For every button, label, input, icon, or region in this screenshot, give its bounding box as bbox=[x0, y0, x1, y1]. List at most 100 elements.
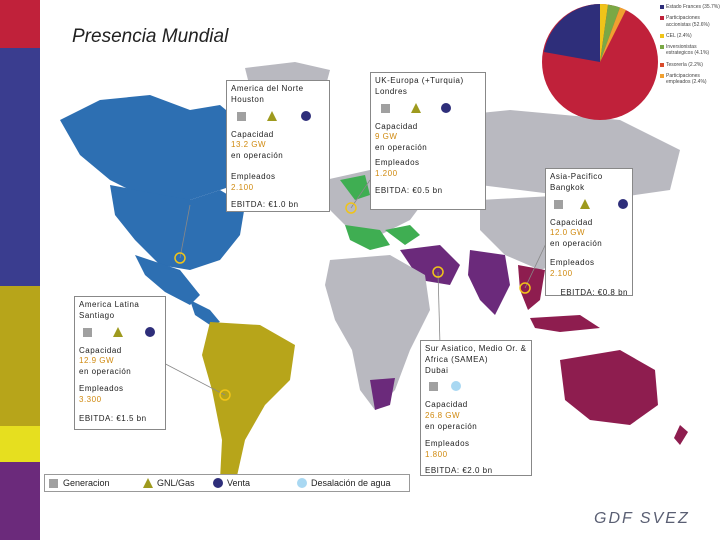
city-marker-dubai bbox=[432, 266, 444, 278]
gas-triangle-icon bbox=[113, 326, 123, 337]
legend-swatch bbox=[660, 62, 664, 67]
region-central-america bbox=[190, 300, 220, 325]
legend-swatch bbox=[660, 16, 664, 21]
generation-square-icon bbox=[381, 103, 390, 113]
activity-icons bbox=[79, 326, 161, 340]
employees-label: Empleados bbox=[550, 257, 595, 267]
city-name: Bangkok bbox=[550, 182, 585, 192]
sales-circle-icon bbox=[213, 478, 223, 488]
legend-gnl: GNL/Gas bbox=[157, 478, 195, 488]
region-australia bbox=[560, 350, 658, 425]
ebitda-value: EBITDA: €2.0 bn bbox=[425, 466, 493, 476]
pie-legend-label: CEL (2.4%) bbox=[666, 32, 692, 39]
region-name: America del Norte bbox=[231, 84, 304, 93]
activity-icons bbox=[375, 102, 481, 116]
generation-square-icon bbox=[83, 327, 92, 337]
ebitda-value: EBITDA: €0.5 bn bbox=[375, 185, 443, 195]
employees-label: Empleados bbox=[231, 171, 276, 181]
capacity-label: Capacidad bbox=[375, 121, 418, 131]
desalination-drop-icon bbox=[297, 478, 307, 488]
employees-value: 1.200 bbox=[375, 168, 398, 178]
capacity-value: 13.2 GW bbox=[231, 140, 267, 150]
gas-triangle-icon bbox=[580, 198, 590, 209]
employees-value: 2.100 bbox=[550, 268, 573, 278]
region-india bbox=[468, 250, 510, 315]
page-title: Presencia Mundial bbox=[72, 26, 229, 47]
employees-label: Empleados bbox=[425, 438, 470, 448]
capacity-label: Capacidad bbox=[425, 400, 468, 410]
sales-circle-icon bbox=[441, 102, 451, 113]
ebitda-value: EBITDA: €0.8 bn bbox=[560, 287, 628, 297]
capacity-value: 12.0 GW bbox=[550, 228, 586, 238]
capacity-label: Capacidad bbox=[79, 345, 122, 355]
region-south-america bbox=[202, 322, 295, 485]
city-name: Dubai bbox=[425, 365, 449, 375]
employees-label: Empleados bbox=[79, 383, 124, 393]
sidebar-red-segment bbox=[0, 0, 40, 48]
legend-swatch bbox=[660, 73, 664, 78]
city-marker-bangkok bbox=[519, 282, 531, 294]
region-new-zealand bbox=[674, 425, 688, 445]
shareholder-pie bbox=[542, 4, 658, 120]
sales-circle-icon bbox=[618, 198, 628, 209]
activity-icons bbox=[550, 198, 628, 212]
pie-slice-estrategicos bbox=[600, 4, 620, 63]
employees-value: 3.300 bbox=[79, 394, 102, 404]
pie-slice-estado bbox=[544, 4, 600, 62]
city-name: Santiago bbox=[79, 310, 115, 320]
legend-swatch bbox=[660, 45, 664, 49]
pie-slice-cel bbox=[600, 4, 608, 62]
box-asia-pacific: Asia-Pacifico Bangkok Capacidad 12.0 GW … bbox=[545, 168, 633, 297]
pie-legend-label: Estado Frances (35.7%) bbox=[666, 4, 720, 10]
legend-generacion: Generacion bbox=[63, 478, 110, 488]
region-europe-green bbox=[340, 175, 420, 250]
capacity-value: 12.9 GW bbox=[79, 356, 115, 366]
gas-triangle-icon bbox=[411, 102, 421, 113]
gas-triangle-icon bbox=[143, 478, 153, 488]
sales-circle-icon bbox=[301, 110, 311, 121]
pie-legend-label: Participaciones accionistas (52.6%) bbox=[666, 15, 710, 28]
operation-label: en operación bbox=[375, 143, 428, 153]
sidebar-navy-segment bbox=[0, 48, 40, 286]
sidebar-olive-segment bbox=[0, 286, 40, 426]
capacity-label: Capacidad bbox=[231, 129, 274, 139]
box-uk-europe: UK-Europa (+Turquia) Londres Capacidad 9… bbox=[370, 72, 486, 210]
pie-slice-empleados bbox=[600, 7, 626, 62]
region-africa bbox=[325, 255, 430, 410]
generation-square-icon bbox=[237, 111, 246, 121]
pie-legend-label: Inversionistas estrategicos (4.1%) bbox=[666, 44, 710, 57]
pie-legend-item: Participaciones accionistas (52.6%) bbox=[660, 15, 720, 28]
box-north-america: America del Norte Houston Capacidad 13.2… bbox=[226, 80, 330, 212]
connector-houston bbox=[179, 204, 191, 259]
city-name: Houston bbox=[231, 94, 265, 104]
pie-legend-item: Estado Frances (35.7%) bbox=[660, 4, 720, 10]
city-marker-santiago bbox=[219, 389, 231, 401]
operation-label: en operación bbox=[550, 239, 603, 249]
bottom-legend: Generacion GNL/Gas Venta Desalación de a… bbox=[44, 474, 410, 492]
generation-square-icon bbox=[554, 199, 563, 209]
pie-legend: Estado Frances (35.7%) Participaciones ac… bbox=[660, 4, 720, 90]
activity-icons bbox=[425, 380, 527, 394]
capacity-value: 26.8 GW bbox=[425, 411, 461, 421]
pie-legend-item: Participaciones empleados (2.4%) bbox=[660, 73, 720, 86]
capacity-label: Capacidad bbox=[550, 217, 593, 227]
city-marker-london bbox=[345, 202, 357, 214]
capacity-value: 9 GW bbox=[375, 132, 398, 142]
legend-swatch bbox=[660, 33, 664, 38]
pie-legend-item: CEL (2.4%) bbox=[660, 33, 720, 39]
pie-legend-item: Tesorería (2.2%) bbox=[660, 62, 720, 68]
region-name: Asia-Pacifico bbox=[550, 172, 603, 181]
sidebar-yellow-segment bbox=[0, 426, 40, 462]
generation-square-icon bbox=[429, 382, 438, 392]
region-name: UK-Europa (+Turquia) bbox=[375, 76, 464, 85]
ebitda-value: EBITDA: €1.5 bn bbox=[79, 413, 147, 423]
region-usa bbox=[110, 185, 245, 270]
connector-dubai bbox=[437, 271, 441, 346]
ebitda-value: EBITDA: €1.0 bn bbox=[231, 199, 299, 209]
pie-legend-label: Participaciones empleados (2.4%) bbox=[666, 72, 707, 85]
gas-triangle-icon bbox=[267, 110, 277, 121]
legend-desalacion: Desalación de agua bbox=[311, 478, 391, 488]
region-name: America Latina bbox=[79, 300, 140, 309]
employees-value: 2.100 bbox=[231, 182, 254, 192]
left-sidebar-strip bbox=[0, 0, 40, 540]
